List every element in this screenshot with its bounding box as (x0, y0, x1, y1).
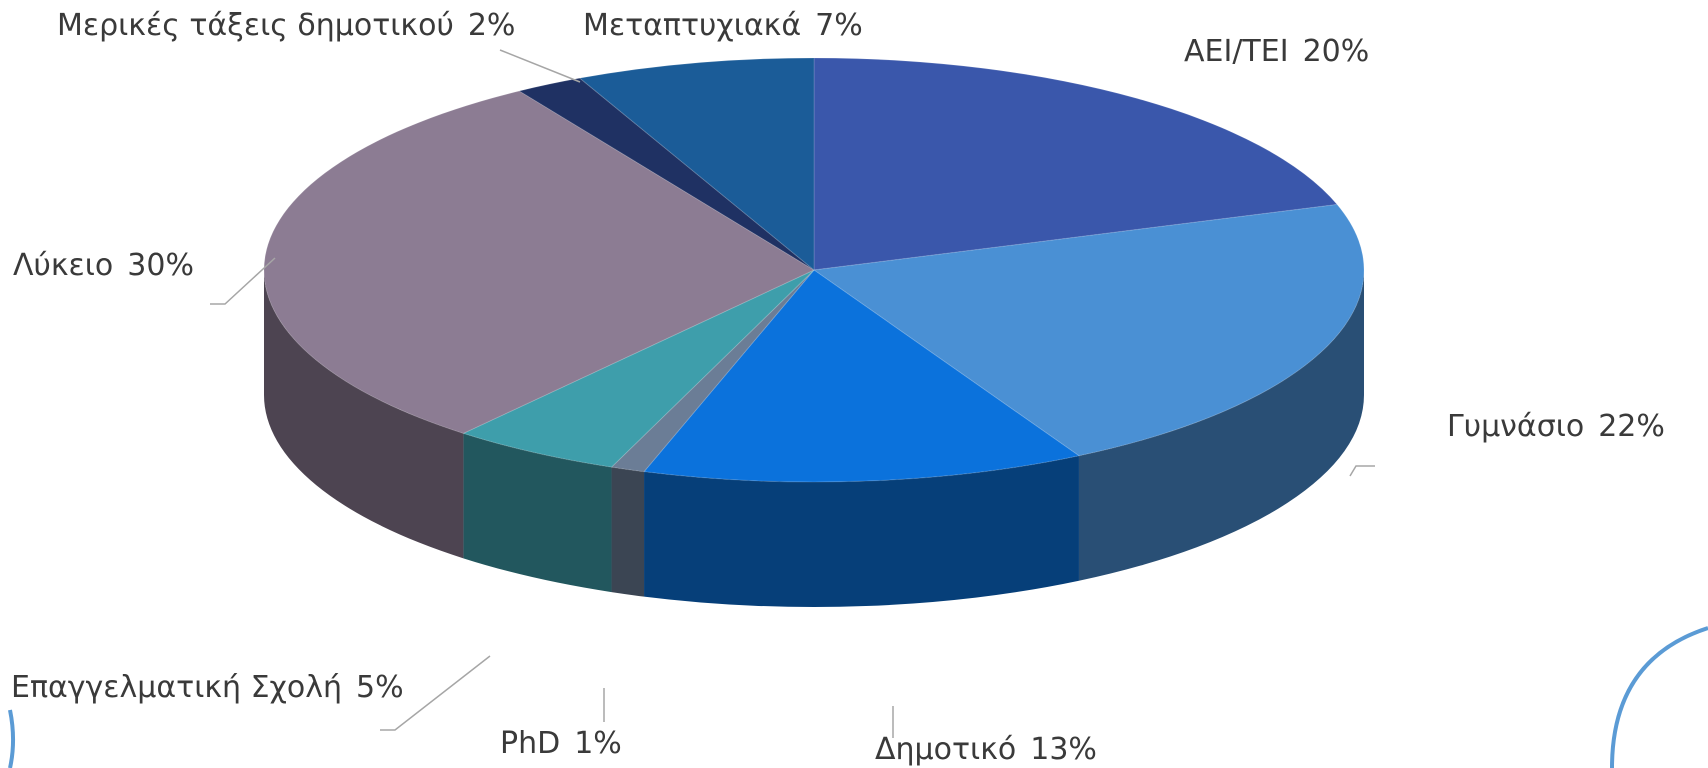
value-label: 30% (127, 248, 194, 283)
leader-line (499, 49, 581, 83)
category-name: AEI/TEI (1184, 34, 1289, 69)
value-label: 1% (574, 726, 622, 761)
leader-line (1349, 465, 1375, 477)
data-label: Λύκειο 30% (13, 248, 194, 283)
decoration (1610, 626, 1708, 768)
leader-line (380, 655, 491, 731)
slice (462, 269, 815, 468)
decoration (8, 709, 15, 768)
value-label: 13% (1030, 732, 1097, 767)
category-name: Λύκειο (13, 248, 113, 283)
slice-side (463, 433, 612, 593)
value-label: 22% (1598, 409, 1665, 444)
category-name: Μερικές τάξεις δημοτικού (57, 8, 454, 43)
category-name: Μεταπτυχιακά (583, 8, 801, 43)
data-label: Μερικές τάξεις δημοτικού 2% (57, 8, 515, 43)
data-label: Δημοτικό 13% (875, 732, 1097, 767)
slice-side (644, 455, 1079, 607)
leader-line (210, 257, 276, 305)
pie (263, 57, 1365, 607)
slice-side (1078, 270, 1364, 581)
data-label: Γυμνάσιο 22% (1447, 409, 1665, 444)
slice-side (611, 467, 645, 597)
data-label: Μεταπτυχιακά 7% (583, 8, 863, 43)
leaders (210, 49, 1375, 738)
data-label: AEI/TEI 20% (1184, 34, 1369, 69)
slice (643, 269, 1081, 483)
data-label: Επαγγελματική Σχολή 5% (11, 670, 404, 705)
slice (812, 203, 1365, 457)
slice (518, 77, 815, 271)
slice-side (264, 270, 464, 559)
labels: AEI/TEI 20% Γυμνάσιο 22% Δημοτικό 13% PhD 1% Επα… (11, 8, 1665, 767)
value-label: 20% (1303, 34, 1370, 69)
category-name: Δημοτικό (875, 732, 1016, 767)
value-label: 5% (356, 670, 404, 705)
slice (813, 57, 1339, 271)
category-name: PhD (500, 726, 560, 761)
value-label: 2% (468, 8, 516, 43)
data-label: PhD 1% (500, 726, 622, 761)
slice (263, 90, 816, 434)
category-name: Επαγγελματική Σχολή (11, 670, 342, 705)
slice (578, 57, 815, 272)
value-label: 7% (815, 8, 863, 43)
slice (610, 269, 815, 473)
category-name: Γυμνάσιο (1447, 409, 1584, 444)
